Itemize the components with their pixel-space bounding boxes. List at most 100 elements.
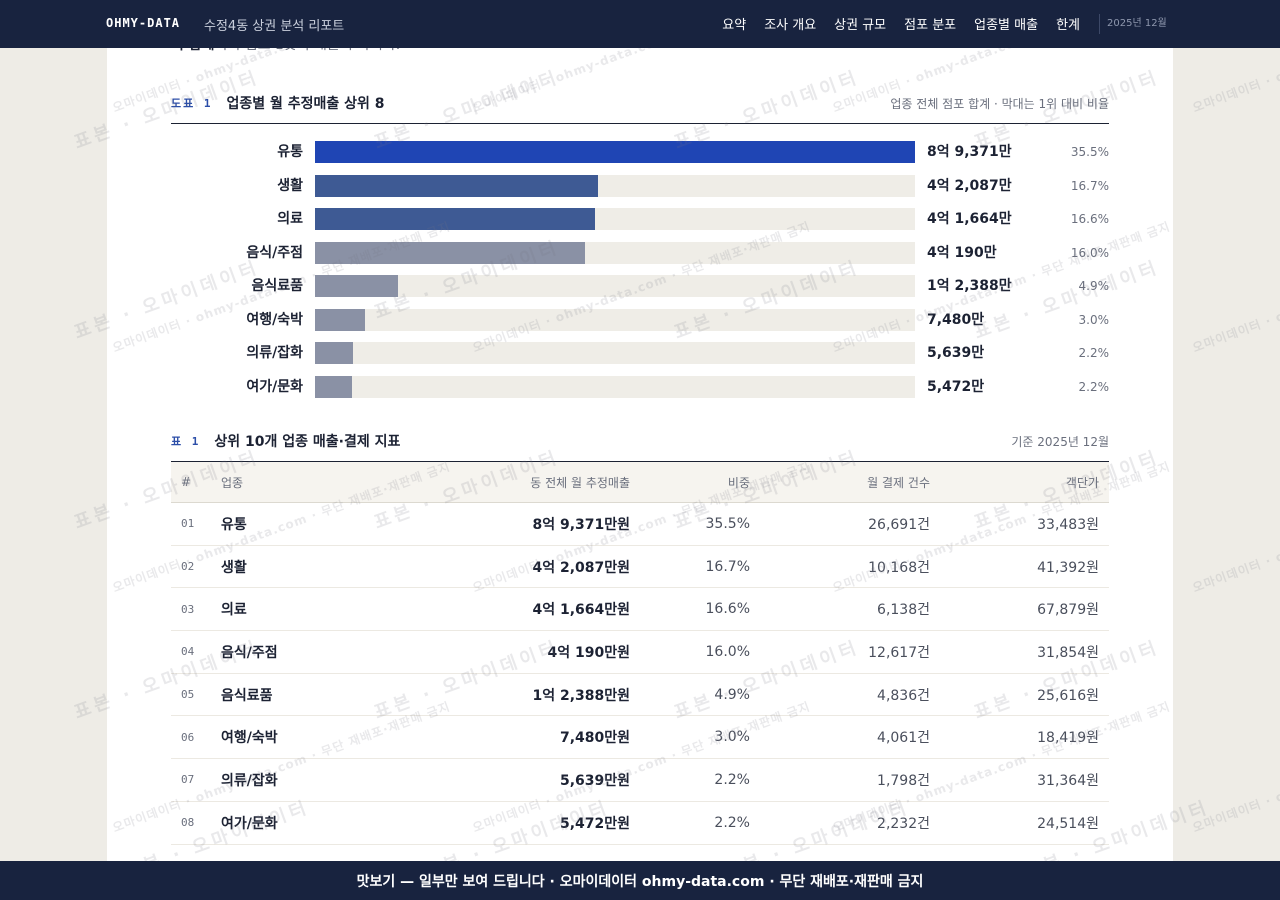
bar-track bbox=[315, 241, 915, 264]
monthly-sales-cell: 8억 9,371만원 bbox=[532, 516, 630, 533]
bar-track bbox=[315, 174, 915, 197]
rank-cell: 08 bbox=[181, 816, 195, 830]
col-header-monthly-sales: 동 전체 월 추정매출 bbox=[530, 475, 630, 490]
avg-ticket-cell: 67,879원 bbox=[1037, 602, 1099, 619]
figure1-title: 업종별 월 추정매출 상위 8 bbox=[226, 96, 385, 112]
bar-fill bbox=[315, 174, 598, 197]
monthly-sales-cell: 4억 190만원 bbox=[547, 644, 630, 661]
rank-cell: 06 bbox=[181, 730, 195, 744]
bar-track bbox=[315, 375, 915, 398]
brand-logo-text[interactable]: OHMY-DATA bbox=[106, 16, 181, 30]
rank-cell: 05 bbox=[181, 688, 195, 702]
avg-ticket-cell: 31,854원 bbox=[1037, 644, 1099, 661]
bar-label: 음식료품 bbox=[251, 278, 303, 294]
industry-cell: 생활 bbox=[221, 559, 247, 576]
bar-share-label: 2.2% bbox=[1078, 346, 1110, 360]
bar-value-label: 4억 1,664만 bbox=[927, 211, 1012, 227]
industry-cell: 음식료품 bbox=[221, 687, 273, 704]
nav-item-limitations[interactable]: 한계 bbox=[1056, 18, 1080, 33]
avg-ticket-cell: 31,364원 bbox=[1037, 772, 1099, 789]
share-cell: 16.6% bbox=[705, 601, 750, 618]
bar-track bbox=[315, 208, 915, 230]
bar-fill bbox=[315, 342, 353, 364]
nav-item-summary[interactable]: 요약 bbox=[722, 18, 747, 33]
nav-item-sales-by-industry[interactable]: 업종별 매출 bbox=[974, 18, 1039, 33]
share-cell: 4.9% bbox=[714, 686, 750, 703]
bar-share-label: 16.0% bbox=[1070, 245, 1109, 260]
monthly-sales-cell: 5,639만원 bbox=[559, 772, 630, 789]
report-date: 2025년 12월 bbox=[1099, 14, 1167, 34]
table-body: 01 유통 8억 9,371만원 35.5% 26,691건 33,483원 02 생활 4억 … bbox=[171, 503, 1109, 844]
col-header-avg-ticket: 객단가 bbox=[1065, 475, 1099, 490]
bar-track bbox=[315, 141, 915, 163]
table-row: 02 생활 4억 2,087만원 16.7% 10,168건 41,392원 bbox=[171, 545, 1109, 588]
bar-value-label: 4억 190만 bbox=[927, 244, 997, 261]
bar-fill bbox=[315, 308, 366, 331]
table-row: 03 의료 4억 1,664만원 16.6% 6,138건 67,879원 bbox=[171, 588, 1109, 631]
report-title: 수정4동 상권 분석 리포트 bbox=[204, 19, 345, 34]
figure1-divider bbox=[171, 123, 1109, 124]
table-row: 04 음식/주점 4억 190만원 16.0% 12,617건 31,854원 bbox=[171, 631, 1109, 674]
watermark-text: 오마이데이터 · ohmy-data.com · 무단 재배포·재판매 금지 bbox=[1190, 459, 1280, 596]
avg-ticket-cell: 25,616원 bbox=[1037, 687, 1099, 704]
watermark-text: 오마이데이터 · ohmy-data.com · 무단 재배포·재판매 금지 bbox=[1190, 699, 1280, 836]
industry-cell: 유통 bbox=[221, 516, 247, 533]
rank-cell: 07 bbox=[181, 773, 195, 787]
bar-fill bbox=[315, 208, 595, 230]
bar-label: 유통 bbox=[277, 144, 303, 160]
bar-row: 여가/문화 5,472만 2.2% bbox=[171, 375, 1109, 398]
bar-row: 여행/숙박 7,480만 3.0% bbox=[171, 308, 1109, 331]
nav-item-store-distribution[interactable]: 점포 분포 bbox=[904, 18, 957, 33]
bar-fill bbox=[315, 275, 399, 297]
bar-share-label: 35.5% bbox=[1070, 145, 1109, 159]
transactions-cell: 4,836건 bbox=[877, 687, 930, 704]
bar-track bbox=[315, 308, 915, 331]
avg-ticket-cell: 18,419원 bbox=[1037, 730, 1099, 747]
bar-row: 음식/주점 4억 190만 16.0% bbox=[171, 241, 1109, 264]
share-cell: 2.2% bbox=[714, 814, 750, 831]
table-row: 05 음식료품 1억 2,388만원 4.9% 4,836건 25,616원 bbox=[171, 673, 1109, 716]
bar-share-label: 4.9% bbox=[1078, 279, 1110, 293]
monthly-sales-cell: 4억 1,664만원 bbox=[532, 602, 630, 619]
bar-fill bbox=[315, 241, 585, 264]
table-header-row: # 업종 동 전체 월 추정매출 비중 월 결제 건수 객단가 bbox=[171, 461, 1109, 503]
bar-value-label: 8억 9,371만 bbox=[927, 144, 1012, 160]
transactions-cell: 10,168건 bbox=[868, 559, 930, 576]
share-cell: 35.5% bbox=[705, 515, 750, 532]
bar-fill bbox=[315, 141, 915, 163]
industry-cell: 의료 bbox=[221, 602, 247, 619]
bar-value-label: 5,472만 bbox=[927, 378, 985, 395]
bar-fill bbox=[315, 375, 352, 398]
monthly-sales-cell: 4억 2,087만원 bbox=[532, 559, 630, 576]
bar-share-label: 16.6% bbox=[1070, 212, 1109, 226]
figure1-note: 업종 전체 점포 합계 · 막대는 1위 대비 비율 bbox=[890, 96, 1109, 111]
avg-ticket-cell: 24,514원 bbox=[1037, 815, 1099, 832]
watermark-text: 오마이데이터 · ohmy-data.com · 무단 재배포·재판매 금지 bbox=[1190, 219, 1280, 356]
monthly-sales-cell: 1억 2,388만원 bbox=[532, 687, 630, 704]
nav-item-survey-overview[interactable]: 조사 개요 bbox=[764, 18, 817, 33]
table1-title: 상위 10개 업종 매출·결제 지표 bbox=[214, 434, 401, 450]
transactions-cell: 2,232건 bbox=[877, 815, 930, 832]
section-nav: 요약 조사 개요 상권 규모 점포 분포 업종별 매출 한계 bbox=[722, 14, 1080, 33]
top-navigation-bar: OHMY-DATA 수정4동 상권 분석 리포트 요약 조사 개요 상권 규모 … bbox=[0, 0, 1280, 48]
share-cell: 3.0% bbox=[714, 729, 750, 746]
bar-value-label: 5,639만 bbox=[927, 345, 985, 361]
bar-share-label: 16.7% bbox=[1070, 178, 1109, 193]
industry-cell: 여행/숙박 bbox=[221, 730, 278, 747]
industry-cell: 음식/주점 bbox=[221, 644, 278, 661]
bar-row: 생활 4억 2,087만 16.7% bbox=[171, 174, 1109, 197]
bar-label: 의류/잡화 bbox=[246, 345, 303, 361]
bar-label: 음식/주점 bbox=[246, 244, 303, 261]
figure1-tag: 도표 1 bbox=[171, 97, 213, 110]
nav-item-market-size[interactable]: 상권 규모 bbox=[834, 18, 887, 33]
rank-cell: 03 bbox=[181, 602, 195, 616]
transactions-cell: 12,617건 bbox=[868, 644, 930, 661]
bar-value-label: 1억 2,388만 bbox=[927, 278, 1012, 294]
bar-row: 유통 8억 9,371만 35.5% bbox=[171, 141, 1109, 163]
share-cell: 16.0% bbox=[705, 643, 750, 660]
avg-ticket-cell: 41,392원 bbox=[1037, 559, 1099, 576]
bar-label: 의료 bbox=[277, 211, 303, 227]
bar-label: 여가/문화 bbox=[246, 378, 303, 395]
preview-notice-banner: 맛보기 — 일부만 보여 드립니다 · 오마이데이터 ohmy-data.com… bbox=[0, 861, 1280, 900]
col-header-share: 비중 bbox=[727, 475, 750, 490]
